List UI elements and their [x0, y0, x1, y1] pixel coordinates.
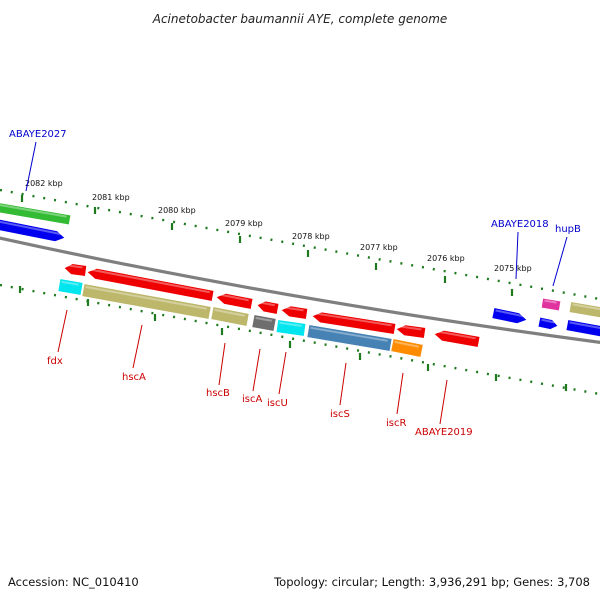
gene-khaki-right-edge — [568, 301, 600, 319]
kbp-tick-label: 2077 kbp — [360, 243, 398, 252]
map-title: Acinetobacter baumannii AYE, complete ge… — [152, 12, 448, 26]
gene-label-isca: iscA — [242, 394, 262, 405]
gene-label-iscr: iscR — [386, 418, 406, 429]
kbp-tick-label: 2078 kbp — [292, 232, 330, 241]
kbp-tick-label: 2082 kbp — [25, 179, 63, 188]
kbp-tick-label: 2081 kbp — [92, 193, 130, 202]
gene-label-fdx: fdx — [47, 356, 63, 367]
kbp-tick-label: 2075 kbp — [494, 264, 532, 273]
label-leader-line — [252, 348, 261, 392]
genes — [0, 202, 600, 358]
gene-iscS-steel — [306, 324, 393, 352]
gene-iscU-cyan — [275, 319, 307, 337]
kbp-tick-label: 2079 kbp — [225, 219, 263, 228]
gene-label-abaye2027: ABAYE2027 — [9, 129, 67, 140]
label-leaders — [25, 141, 568, 425]
genome-summary-text: Topology: circular; Length: 3,936,291 bp… — [273, 575, 590, 589]
label-leader-line — [218, 342, 226, 386]
gene-hupB-blue — [537, 316, 559, 330]
gene-abaye2027-green — [0, 202, 72, 226]
label-leader-line — [339, 362, 347, 406]
gene-hscB-red — [215, 292, 254, 310]
gene-iscA-red — [256, 300, 280, 315]
label-leader-line — [396, 372, 404, 415]
label-leader-line — [515, 231, 519, 280]
gene-abaye2018-blue — [491, 307, 528, 325]
gene-label-hsca: hscA — [122, 372, 146, 383]
kbp-tick-label: 2076 kbp — [427, 254, 465, 263]
gene-abaye2019-red — [433, 329, 481, 348]
label-leader-line — [132, 324, 143, 369]
gene-blue-left-upper — [0, 218, 66, 243]
label-leader-line — [439, 379, 448, 425]
gene-hupB-magenta — [540, 297, 562, 312]
gene-iscR-orange — [390, 338, 424, 358]
gene-label-hupb: hupB — [555, 224, 581, 235]
kbp-ticks: 2082 kbp 2081 kbp 2080 kbp 2079 kbp 2078 kbp… — [18, 179, 568, 391]
gene-fdx-red — [63, 263, 88, 277]
label-leader-line — [25, 141, 37, 192]
gene-hscA-red — [86, 267, 215, 302]
gene-labels: ABAYE2027 ABAYE2018 hupB fdx hscA hscB iscA isc… — [9, 129, 581, 438]
accession-text: Accession: NC_010410 — [8, 575, 139, 589]
label-leader-line — [57, 309, 68, 353]
gene-label-abaye2019: ABAYE2019 — [415, 427, 473, 438]
gene-iscS-red — [311, 311, 397, 335]
genome-backbone — [0, 236, 600, 344]
gene-hscA-khaki — [81, 283, 212, 320]
gene-label-iscu: iscU — [267, 398, 288, 409]
kbp-tick-label: 2080 kbp — [158, 206, 196, 215]
gene-iscU-red — [280, 305, 309, 320]
gene-hscB-khaki — [210, 306, 250, 327]
gene-iscA-gray — [251, 314, 277, 332]
lower-tick-track — [0, 283, 600, 396]
label-leader-line — [278, 351, 287, 395]
gene-iscR-red — [395, 324, 427, 339]
gene-fdx-cyan — [57, 278, 84, 296]
label-leader-line — [552, 236, 568, 287]
upper-tick-track — [0, 188, 600, 301]
gene-label-hscb: hscB — [206, 388, 230, 399]
gene-label-abaye2018: ABAYE2018 — [491, 219, 549, 230]
gene-blue-right-edge — [565, 319, 600, 338]
gene-label-iscs: iscS — [330, 409, 350, 420]
